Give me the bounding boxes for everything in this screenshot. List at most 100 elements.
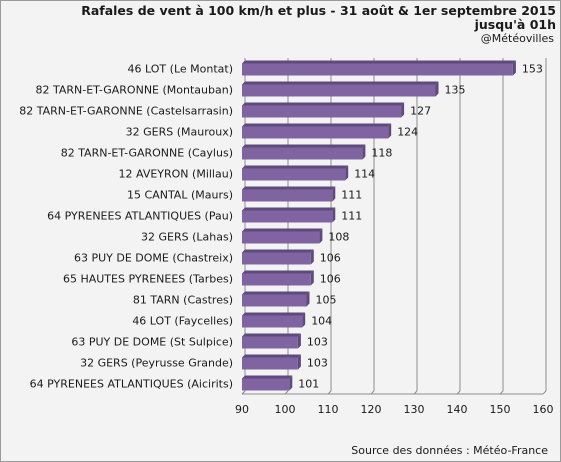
gridline-foot bbox=[499, 390, 504, 395]
category-label: 82 TARN-ET-GARONNE (Castelsarrasin) bbox=[19, 105, 233, 118]
category-label: 15 CANTAL (Maurs) bbox=[127, 189, 233, 202]
bar-side-face bbox=[289, 375, 293, 391]
bar-top-face bbox=[242, 60, 516, 64]
bar bbox=[242, 63, 513, 76]
bar bbox=[242, 252, 311, 265]
gridline-foot bbox=[413, 390, 418, 395]
source-text: Source des données : Météo-France bbox=[351, 444, 548, 457]
bar bbox=[242, 294, 307, 307]
category-label: 32 GERS (Mauroux) bbox=[126, 126, 233, 139]
chart-title-line-2: jusqu'à 01h bbox=[474, 17, 556, 32]
category-label: 82 TARN-ET-GARONNE (Montauban) bbox=[35, 84, 233, 97]
data-label: 101 bbox=[298, 378, 319, 391]
bar-side-face bbox=[310, 249, 314, 265]
bar-side-face bbox=[435, 81, 439, 97]
bar-side-face bbox=[319, 228, 323, 244]
bar-top-face bbox=[242, 81, 439, 85]
bar bbox=[242, 147, 363, 160]
chart-title-line-1: Rafales de vent à 100 km/h et plus - 31 … bbox=[81, 3, 556, 18]
data-label: 124 bbox=[397, 126, 418, 139]
bar-top-face bbox=[242, 186, 336, 190]
bar bbox=[242, 105, 402, 118]
x-tick-label: 130 bbox=[404, 403, 425, 416]
bar bbox=[242, 336, 298, 349]
bar bbox=[242, 273, 311, 286]
x-tick-label: 120 bbox=[361, 403, 382, 416]
bar bbox=[242, 84, 436, 97]
bar-top-face bbox=[242, 207, 336, 211]
chart-title: Rafales de vent à 100 km/h et plus - 31 … bbox=[81, 4, 556, 32]
bar-top-face bbox=[242, 291, 310, 295]
bar bbox=[242, 126, 389, 139]
x-tick-label: 100 bbox=[275, 403, 296, 416]
gridline-foot bbox=[284, 390, 289, 395]
gridline-foot bbox=[241, 390, 246, 395]
category-label: 46 LOT (Le Montat) bbox=[128, 63, 233, 76]
data-label: 106 bbox=[320, 252, 341, 265]
bar-top-face bbox=[242, 102, 405, 106]
data-label: 106 bbox=[320, 273, 341, 286]
bar-side-face bbox=[388, 123, 392, 139]
bar-side-face bbox=[345, 165, 349, 181]
data-label: 111 bbox=[341, 210, 362, 223]
category-label: 64 PYRENEES ATLANTIQUES (Aicirits) bbox=[30, 378, 233, 391]
bar-top-face bbox=[242, 375, 293, 379]
category-label: 63 PUY DE DOME (St Sulpice) bbox=[71, 336, 233, 349]
data-label: 127 bbox=[410, 105, 431, 118]
bar-side-face bbox=[332, 186, 336, 202]
category-label: 32 GERS (Peyrusse Grande) bbox=[80, 357, 233, 370]
gridline-foot bbox=[542, 390, 547, 395]
bar bbox=[242, 315, 303, 328]
category-label: 63 PUY DE DOME (Chastreix) bbox=[74, 252, 233, 265]
x-tick-label: 110 bbox=[318, 403, 339, 416]
category-label: 82 TARN-ET-GARONNE (Caylus) bbox=[61, 147, 233, 160]
data-label: 103 bbox=[307, 357, 328, 370]
x-tick-label: 160 bbox=[533, 403, 554, 416]
bar bbox=[242, 168, 346, 181]
bar bbox=[242, 378, 290, 391]
bar-top-face bbox=[242, 312, 306, 316]
credit-text: @Météovilles bbox=[480, 32, 554, 45]
bar-side-face bbox=[512, 60, 516, 76]
bar-top-face bbox=[242, 249, 314, 253]
bar-side-face bbox=[332, 207, 336, 223]
bar-top-face bbox=[242, 228, 323, 232]
category-label: 46 LOT (Faycelles) bbox=[132, 315, 233, 328]
category-label: 65 HAUTES PYRENEES (Tarbes) bbox=[63, 273, 233, 286]
data-label: 114 bbox=[354, 168, 375, 181]
bar-top-face bbox=[242, 123, 392, 127]
bar-side-face bbox=[302, 312, 306, 328]
bar-side-face bbox=[297, 354, 301, 370]
bar-side-face bbox=[401, 102, 405, 118]
data-label: 135 bbox=[445, 84, 466, 97]
bar bbox=[242, 357, 298, 370]
bar-top-face bbox=[242, 354, 301, 358]
bar bbox=[242, 231, 320, 244]
data-label: 111 bbox=[341, 189, 362, 202]
data-label: 103 bbox=[307, 336, 328, 349]
bar-side-face bbox=[297, 333, 301, 349]
data-label: 118 bbox=[371, 147, 392, 160]
bar bbox=[242, 189, 333, 202]
data-label: 108 bbox=[328, 231, 349, 244]
gridline-foot bbox=[456, 390, 461, 395]
category-label: 32 GERS (Lahas) bbox=[141, 231, 233, 244]
gridline-foot bbox=[327, 390, 332, 395]
x-tick-label: 150 bbox=[490, 403, 511, 416]
bar bbox=[242, 210, 333, 223]
gridline-foot bbox=[370, 390, 375, 395]
bar-side-face bbox=[306, 291, 310, 307]
x-tick-label: 90 bbox=[235, 403, 249, 416]
bar-top-face bbox=[242, 165, 349, 169]
bar-side-face bbox=[310, 270, 314, 286]
bar-top-face bbox=[242, 270, 314, 274]
category-label: 81 TARN (Castres) bbox=[133, 294, 233, 307]
category-label: 12 AVEYRON (Millau) bbox=[119, 168, 234, 181]
category-label: 64 PYRENEES ATLANTIQUES (Pau) bbox=[47, 210, 233, 223]
bar-top-face bbox=[242, 333, 301, 337]
bar-top-face bbox=[242, 144, 366, 148]
x-tick-label: 140 bbox=[447, 403, 468, 416]
data-label: 153 bbox=[522, 63, 543, 76]
